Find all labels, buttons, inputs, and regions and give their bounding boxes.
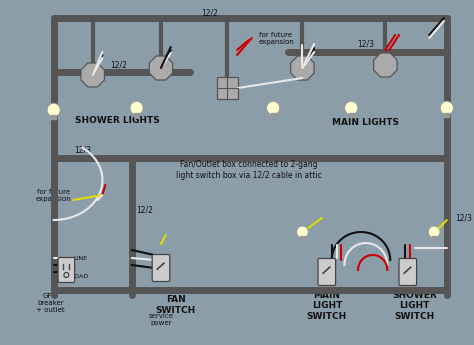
Circle shape bbox=[440, 101, 454, 115]
Text: for future
expansion: for future expansion bbox=[36, 188, 72, 201]
Text: LOAD: LOAD bbox=[72, 275, 89, 279]
Polygon shape bbox=[291, 56, 314, 80]
FancyBboxPatch shape bbox=[318, 258, 336, 286]
Circle shape bbox=[47, 103, 60, 117]
Text: 12/2: 12/2 bbox=[110, 60, 128, 69]
Text: 12/3: 12/3 bbox=[74, 146, 91, 155]
Circle shape bbox=[130, 101, 143, 115]
Text: LINE: LINE bbox=[73, 256, 87, 260]
Polygon shape bbox=[81, 63, 104, 87]
Bar bbox=[444, 113, 449, 117]
Polygon shape bbox=[374, 53, 397, 77]
Text: 12/3: 12/3 bbox=[357, 39, 374, 49]
Text: GFCI
breaker
+ outlet: GFCI breaker + outlet bbox=[36, 293, 65, 313]
Circle shape bbox=[345, 101, 358, 115]
Bar bbox=[51, 115, 56, 119]
Text: SHOWER LIGHTS: SHOWER LIGHTS bbox=[75, 116, 159, 125]
Text: FAN
SWITCH: FAN SWITCH bbox=[155, 295, 196, 315]
Text: 12/3: 12/3 bbox=[456, 214, 473, 223]
Bar bbox=[432, 236, 437, 240]
Text: MAIN
LIGHT
SWITCH: MAIN LIGHT SWITCH bbox=[307, 291, 347, 321]
Bar bbox=[271, 113, 275, 117]
Text: SHOWER
LIGHT
SWITCH: SHOWER LIGHT SWITCH bbox=[392, 291, 437, 321]
FancyBboxPatch shape bbox=[399, 258, 417, 286]
Circle shape bbox=[266, 101, 280, 115]
FancyBboxPatch shape bbox=[58, 257, 74, 283]
Bar bbox=[300, 236, 305, 240]
Text: service
power: service power bbox=[148, 314, 173, 326]
Bar bbox=[217, 77, 238, 99]
Text: 12/2: 12/2 bbox=[201, 9, 218, 18]
Polygon shape bbox=[149, 56, 173, 80]
Text: 12/2: 12/2 bbox=[136, 206, 153, 215]
Circle shape bbox=[297, 226, 308, 238]
Text: Fan/Outlet box connected to 2-gang
light switch box via 12/2 cable in attic: Fan/Outlet box connected to 2-gang light… bbox=[176, 160, 322, 180]
Text: for future
expansion: for future expansion bbox=[258, 31, 294, 45]
FancyBboxPatch shape bbox=[152, 255, 170, 282]
Text: MAIN LIGHTS: MAIN LIGHTS bbox=[332, 118, 399, 127]
Circle shape bbox=[428, 226, 440, 238]
Bar bbox=[134, 113, 139, 117]
Bar bbox=[349, 113, 354, 117]
